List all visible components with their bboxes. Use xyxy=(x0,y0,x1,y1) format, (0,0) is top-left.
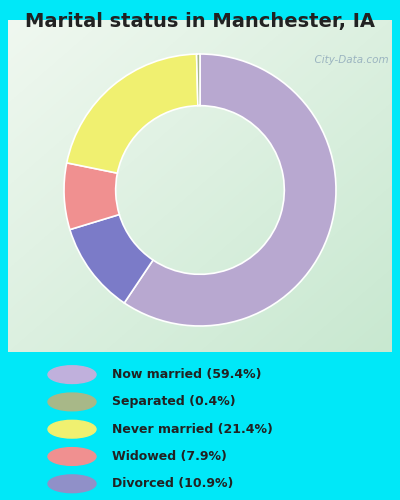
Text: City-Data.com: City-Data.com xyxy=(308,55,388,65)
Wedge shape xyxy=(70,214,153,303)
Circle shape xyxy=(48,393,96,411)
Text: Widowed (7.9%): Widowed (7.9%) xyxy=(112,450,227,463)
Wedge shape xyxy=(196,54,200,106)
Text: Never married (21.4%): Never married (21.4%) xyxy=(112,422,273,436)
Wedge shape xyxy=(64,163,119,230)
Wedge shape xyxy=(67,54,198,173)
Text: Divorced (10.9%): Divorced (10.9%) xyxy=(112,478,233,490)
Circle shape xyxy=(48,448,96,466)
Text: Now married (59.4%): Now married (59.4%) xyxy=(112,368,262,381)
Wedge shape xyxy=(124,54,336,326)
Circle shape xyxy=(48,420,96,438)
Text: Marital status in Manchester, IA: Marital status in Manchester, IA xyxy=(25,12,375,30)
Circle shape xyxy=(48,475,96,492)
Text: Separated (0.4%): Separated (0.4%) xyxy=(112,396,236,408)
Circle shape xyxy=(48,366,96,384)
